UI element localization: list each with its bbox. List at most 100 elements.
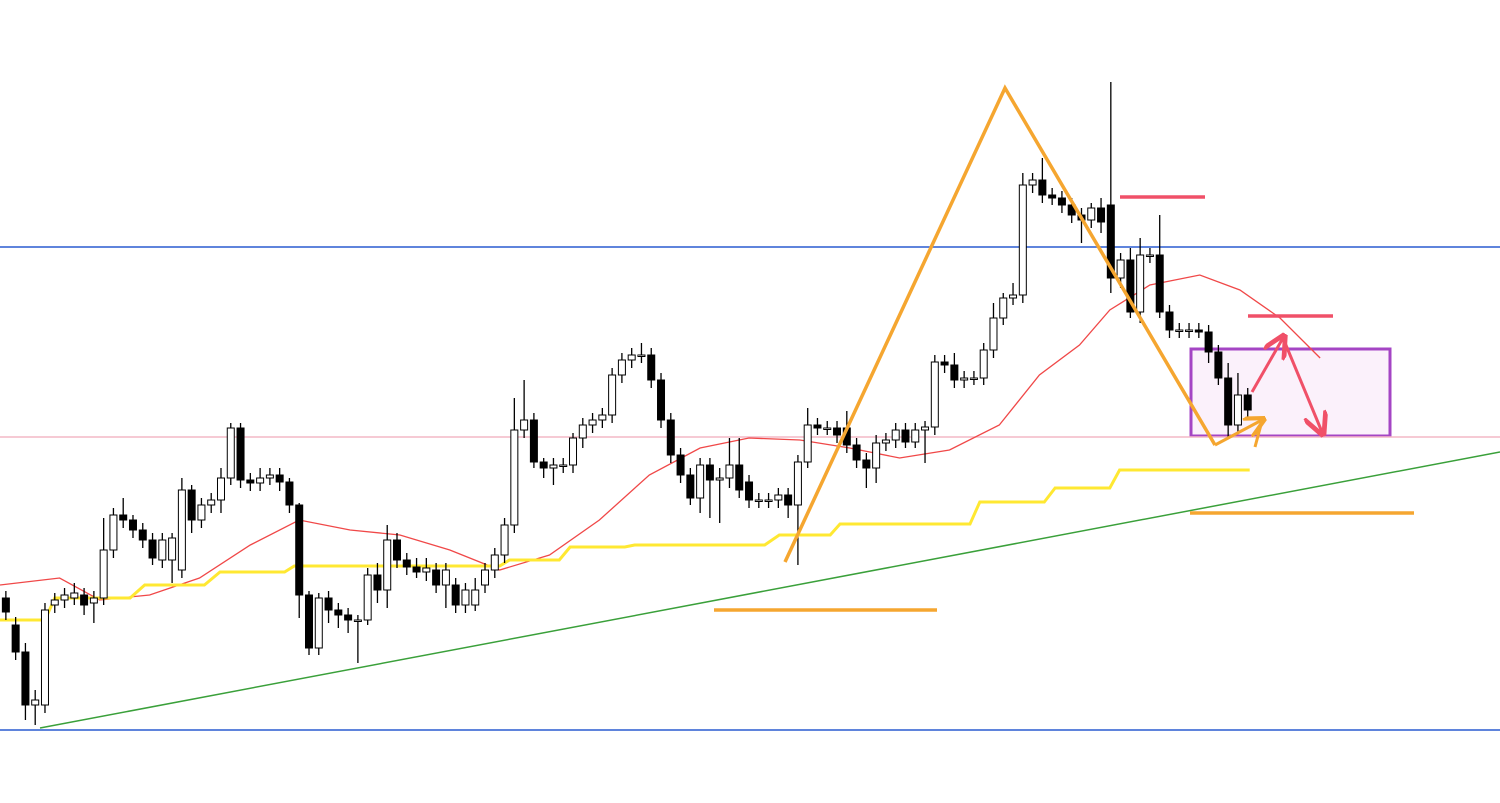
candle-body	[1097, 207, 1106, 223]
candle-body	[432, 569, 441, 586]
candle	[60, 588, 69, 608]
candle-body	[725, 464, 734, 479]
candle	[50, 593, 59, 613]
candle	[940, 355, 949, 373]
candle-body	[1204, 331, 1213, 353]
candle-body	[11, 624, 20, 653]
plot	[0, 82, 1321, 725]
arrow	[1214, 420, 1262, 447]
candle-body	[265, 474, 274, 479]
candle-body	[481, 569, 490, 586]
candle-body	[979, 349, 988, 379]
candle-body	[158, 539, 167, 561]
candle-body	[1185, 329, 1194, 332]
candle-body	[950, 364, 959, 381]
candle-body	[363, 574, 372, 621]
candle	[128, 515, 137, 538]
candle	[109, 508, 118, 558]
candle-body	[999, 297, 1008, 319]
candle	[334, 603, 343, 628]
candle	[529, 413, 538, 468]
candle-body	[109, 514, 118, 551]
candle	[471, 578, 480, 611]
candle	[373, 563, 382, 603]
candle	[441, 563, 450, 608]
candle	[793, 455, 802, 565]
candle	[1165, 305, 1174, 338]
candle	[960, 371, 969, 388]
candle-body	[598, 414, 607, 421]
candle	[1009, 283, 1018, 305]
candle-body	[500, 524, 509, 556]
candle	[1233, 373, 1242, 433]
candle-body	[745, 481, 754, 501]
candle-body	[881, 439, 890, 444]
candle-body	[138, 529, 147, 541]
candle	[745, 475, 754, 508]
candle-body	[764, 499, 773, 502]
candle-body	[21, 651, 30, 706]
candle-body	[1243, 394, 1252, 411]
candle	[21, 643, 30, 720]
candle	[705, 458, 714, 518]
candle-body	[1145, 254, 1154, 257]
candle	[89, 591, 98, 623]
candle	[70, 583, 79, 605]
candle-body	[422, 567, 431, 573]
candle	[696, 458, 705, 513]
candle	[735, 438, 744, 498]
candle-body	[490, 554, 499, 571]
candle-body	[774, 494, 783, 501]
candle	[138, 523, 147, 548]
indicator-line	[0, 468, 1250, 622]
candle	[451, 578, 460, 613]
candle	[803, 408, 812, 468]
candle-body	[119, 514, 128, 521]
candle-body	[60, 594, 69, 601]
trend-line	[39, 451, 1500, 729]
candle-body	[862, 459, 871, 469]
candle	[872, 435, 881, 483]
candle	[500, 518, 509, 563]
arrow	[1253, 420, 1264, 448]
candle-body	[1165, 311, 1174, 331]
candle	[1214, 345, 1223, 385]
candle	[686, 468, 695, 505]
candle	[304, 591, 313, 655]
candle	[676, 448, 685, 483]
candle-body	[676, 454, 685, 476]
indicator-line	[0, 274, 1321, 601]
candle-body	[637, 354, 646, 357]
candle	[1126, 248, 1135, 318]
candle-body	[304, 594, 313, 649]
candle-body	[471, 589, 480, 606]
candle	[177, 478, 186, 578]
candle	[187, 485, 196, 533]
candle-body	[256, 477, 265, 484]
candle	[569, 433, 578, 473]
candle	[275, 468, 284, 491]
candle-body	[960, 377, 969, 381]
candle	[979, 343, 988, 385]
candle-body	[168, 537, 177, 561]
candle	[578, 418, 587, 448]
candle-body	[236, 427, 245, 481]
wave-line	[783, 84, 1217, 563]
candle-body	[128, 519, 137, 531]
candle-body	[393, 539, 402, 561]
candle	[715, 468, 724, 523]
candle	[1243, 388, 1252, 418]
candle-body	[666, 419, 675, 456]
candle	[422, 558, 431, 581]
candle	[207, 493, 216, 513]
candle-body	[813, 424, 822, 429]
candle-body	[588, 419, 597, 426]
candle-body	[989, 317, 998, 351]
candle-body	[451, 584, 460, 606]
candle	[520, 380, 529, 438]
candle	[11, 617, 20, 660]
candle-body	[627, 354, 636, 361]
candle-body	[197, 504, 206, 521]
candle	[833, 421, 842, 443]
